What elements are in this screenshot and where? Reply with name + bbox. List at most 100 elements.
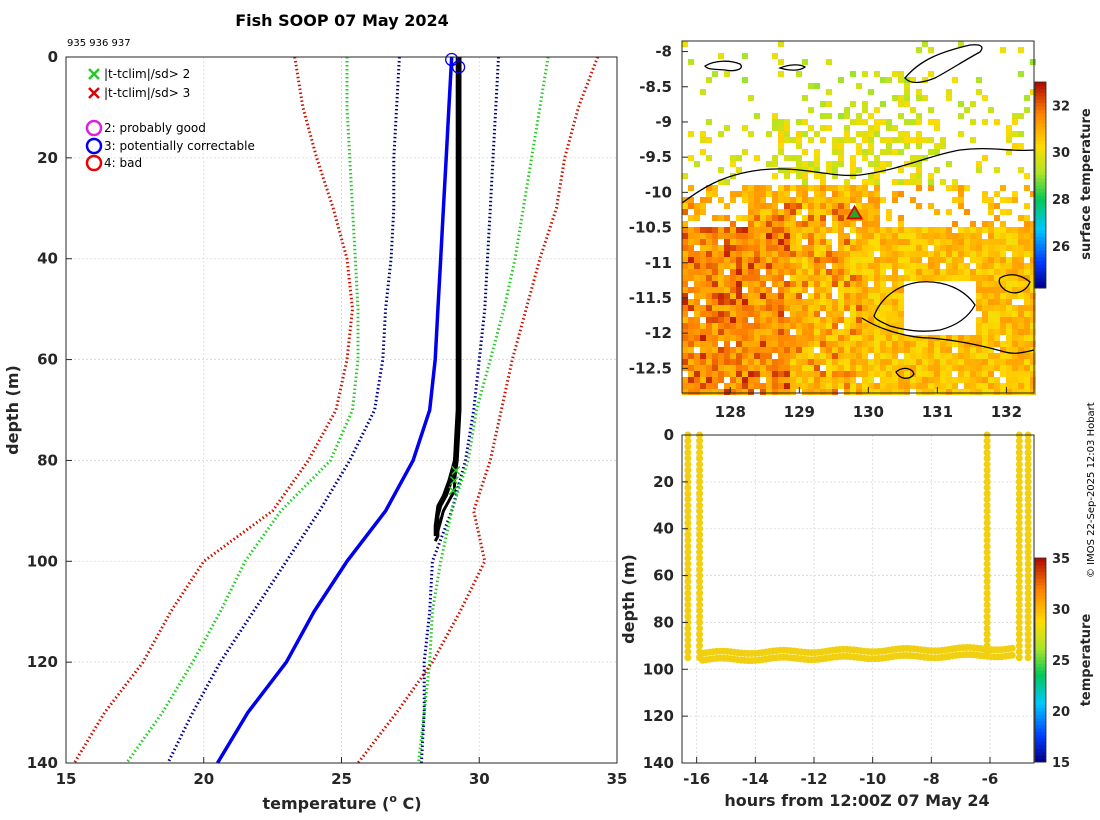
sst-cell (730, 317, 736, 323)
sst-cell (862, 305, 868, 311)
sst-cell (688, 263, 694, 269)
sst-cell (790, 359, 796, 365)
sst-cell (1018, 245, 1024, 251)
sst-cell (1006, 137, 1012, 143)
sst-cell (748, 341, 754, 347)
sst-cell (958, 353, 964, 359)
sst-cell (982, 239, 988, 245)
sst-cell (706, 299, 712, 305)
sst-cell (694, 275, 700, 281)
sst-cell (820, 221, 826, 227)
sst-cell (682, 275, 688, 281)
track-point (983, 478, 991, 486)
sst-cell (934, 119, 940, 125)
sst-cell (730, 245, 736, 251)
sst-cell (910, 245, 916, 251)
sst-cell (688, 371, 694, 377)
sst-cell (892, 95, 898, 101)
sst-cell (748, 251, 754, 257)
sst-cell (772, 209, 778, 215)
sst-cell (1030, 287, 1036, 293)
sst-cell (724, 305, 730, 311)
sst-cell (712, 347, 718, 353)
sst-cell (904, 269, 910, 275)
track-point (1015, 495, 1023, 503)
sst-cell (910, 257, 916, 263)
sst-cell (790, 275, 796, 281)
sst-cell (1018, 251, 1024, 257)
track-x-tick-label: -6 (982, 770, 999, 788)
sst-cell (742, 341, 748, 347)
sst-cell (736, 293, 742, 299)
sst-cell (718, 329, 724, 335)
sst-cell (916, 113, 922, 119)
track-point (696, 589, 704, 597)
map-x-tick-label: 130 (853, 403, 884, 421)
sst-cell (724, 329, 730, 335)
sst-cell (994, 233, 1000, 239)
sst-cell (700, 89, 706, 95)
sst-cell (982, 227, 988, 233)
track-colorbar-slice (1035, 588, 1046, 593)
sst-cell (826, 239, 832, 245)
sst-cell (934, 227, 940, 233)
sst-cell (976, 227, 982, 233)
sst-cell (784, 191, 790, 197)
sst-cell (748, 203, 754, 209)
coastline-path (704, 60, 742, 72)
sst-cell (736, 251, 742, 257)
sst-cell (946, 353, 952, 359)
sst-cell (874, 263, 880, 269)
sst-cell (772, 269, 778, 275)
sst-cell (682, 221, 688, 227)
sst-cell (778, 269, 784, 275)
sst-cell (796, 119, 802, 125)
sst-cell (904, 383, 910, 389)
map-colorbar-slice (1035, 239, 1046, 244)
sst-cell (838, 161, 844, 167)
sst-cell (946, 383, 952, 389)
track-point (1015, 472, 1023, 480)
sst-cell (700, 365, 706, 371)
sst-cell (916, 185, 922, 191)
sst-cell (964, 251, 970, 257)
sst-cell (838, 305, 844, 311)
track-colorbar-slice (1035, 677, 1046, 681)
sst-cell (724, 299, 730, 305)
sst-cell (826, 251, 832, 257)
sst-cell (736, 227, 742, 233)
sst-cell (886, 353, 892, 359)
sst-cell (976, 323, 982, 329)
sst-cell (730, 371, 736, 377)
sst-cell (922, 95, 928, 101)
track-point (983, 548, 991, 556)
sst-cell (892, 377, 898, 383)
track-colorbar-frame (1034, 557, 1047, 763)
sst-cell (1024, 251, 1030, 257)
sst-cell (706, 389, 712, 395)
sst-cell (856, 323, 862, 329)
sst-cell (772, 371, 778, 377)
map-y-tick-label: -11 (645, 254, 672, 272)
sst-cell (766, 383, 772, 389)
sst-cell (826, 185, 832, 191)
sst-cell (922, 269, 928, 275)
sst-cell (832, 257, 838, 263)
sst-cell (682, 263, 688, 269)
sst-cell (886, 359, 892, 365)
sst-cell (694, 365, 700, 371)
sst-cell (814, 323, 820, 329)
sst-cell (868, 251, 874, 257)
sst-cell (844, 323, 850, 329)
sst-cell (712, 191, 718, 197)
sst-cell (844, 197, 850, 203)
sst-cell (1030, 269, 1036, 275)
sst-cell (868, 143, 874, 149)
sst-cell (868, 323, 874, 329)
sst-cell (748, 365, 754, 371)
sst-cell (856, 359, 862, 365)
sst-cell (814, 365, 820, 371)
sst-cell (898, 275, 904, 281)
sst-cell (790, 341, 796, 347)
sst-cell (928, 47, 934, 53)
